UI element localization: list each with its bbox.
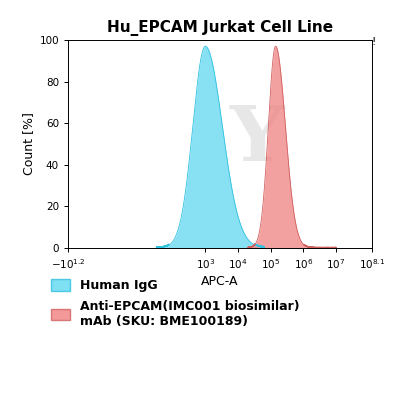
Y-axis label: Count [%]: Count [%] — [22, 112, 35, 176]
Text: !: ! — [372, 37, 376, 47]
Title: Hu_EPCAM Jurkat Cell Line: Hu_EPCAM Jurkat Cell Line — [107, 20, 333, 36]
Text: Y: Y — [229, 103, 284, 177]
X-axis label: APC-A: APC-A — [201, 275, 239, 288]
Legend: Human IgG, Anti-EPCAM(IMC001 biosimilar)
mAb (SKU: BME100189): Human IgG, Anti-EPCAM(IMC001 biosimilar)… — [46, 274, 305, 333]
